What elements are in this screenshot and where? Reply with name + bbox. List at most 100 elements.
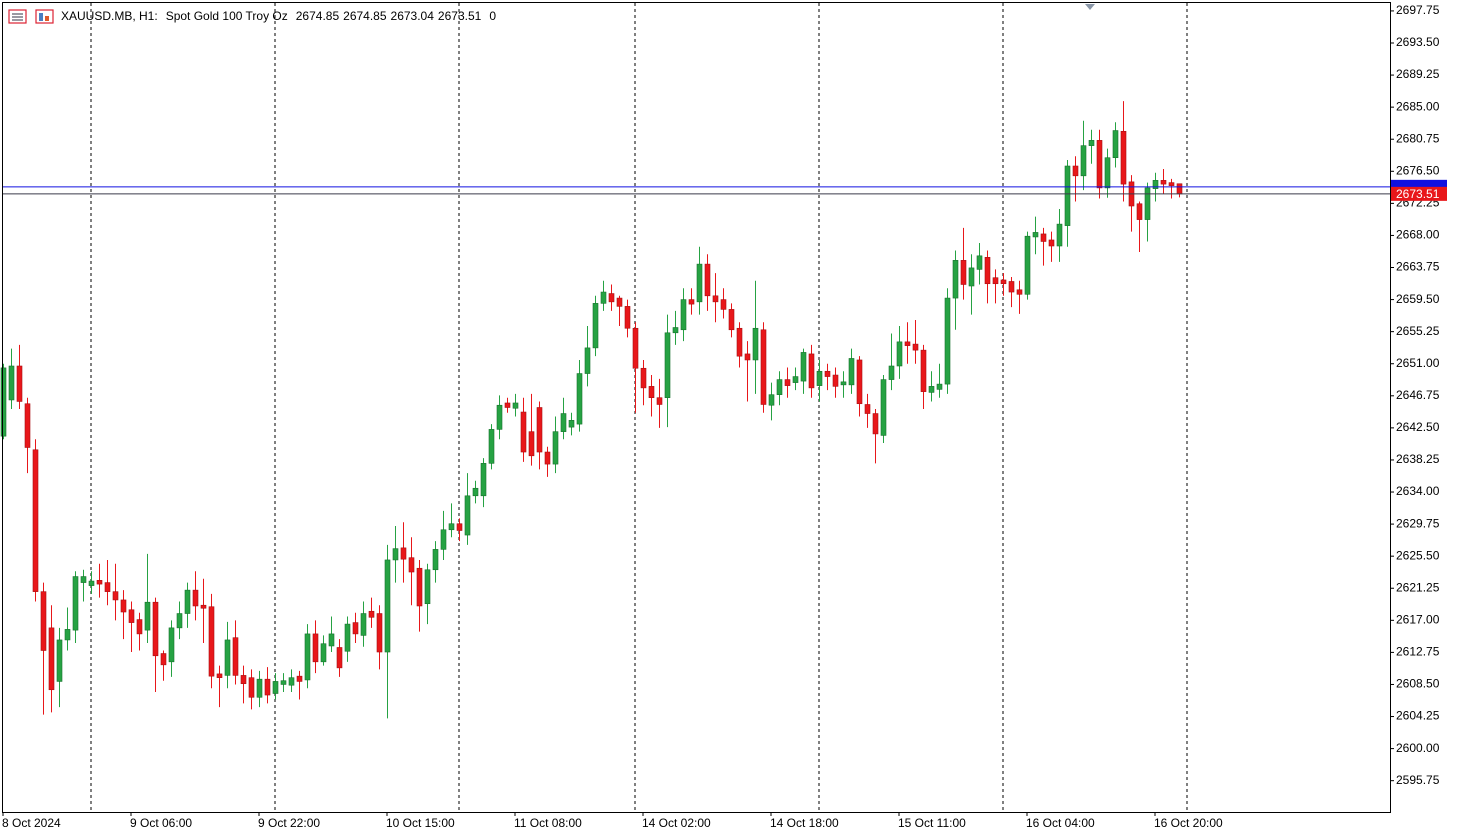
header-volume: 0 (489, 9, 496, 23)
candle-body (264, 678, 271, 696)
candle-body (816, 370, 823, 386)
candle-body (40, 591, 47, 651)
x-tick-label: 9 Oct 22:00 (258, 816, 320, 830)
candle-body (840, 381, 847, 386)
candle-body (544, 451, 551, 465)
candle-body (144, 601, 151, 631)
candle-body (440, 529, 447, 550)
plot-area (0, 101, 1183, 719)
candle-body (1080, 145, 1087, 177)
candle-body (784, 379, 791, 386)
candle-body (600, 291, 607, 304)
candle-body (8, 365, 15, 401)
candle-body (696, 263, 703, 303)
candle-body (1064, 165, 1071, 226)
candle-body (392, 548, 399, 561)
candle-body (576, 373, 583, 425)
candle-body (432, 549, 439, 571)
candle-body (464, 495, 471, 536)
candle-body (272, 681, 279, 694)
candle-body (936, 383, 943, 390)
candle-body (472, 487, 479, 497)
candle-body (616, 297, 623, 307)
candle-body (1016, 289, 1023, 295)
candle-body (1152, 180, 1159, 189)
candle-body (192, 589, 199, 607)
x-tick-label: 10 Oct 15:00 (386, 816, 455, 830)
candle-body (896, 341, 903, 367)
candle-body (32, 449, 39, 592)
candle-body (384, 559, 391, 653)
x-tick-label: 11 Oct 08:00 (514, 816, 582, 830)
x-tick-label: 14 Oct 18:00 (770, 816, 839, 830)
candle-body (800, 352, 807, 382)
candle-body (320, 643, 327, 663)
candle-body (688, 299, 695, 305)
candle-body (248, 677, 255, 698)
candle-body (976, 255, 983, 270)
candle-body (488, 429, 495, 464)
header-close: 2673.51 (438, 9, 482, 23)
candle-body (968, 267, 975, 287)
candle-body (984, 257, 991, 285)
candle-body (944, 297, 951, 385)
candle-body (632, 327, 639, 369)
candle-body (304, 633, 311, 681)
candle-body (736, 327, 743, 357)
x-tick-label: 16 Oct 04:00 (1026, 816, 1095, 830)
candle-body (1048, 239, 1055, 247)
candle-body (368, 610, 375, 618)
candle-body (128, 609, 135, 623)
candle-body (1176, 183, 1183, 195)
y-tick-label: 2642.50 (1396, 420, 1440, 434)
x-tick-label: 14 Oct 02:00 (642, 816, 711, 830)
candle-body (216, 673, 223, 678)
candle-body (952, 260, 959, 299)
y-tick-label: 2697.75 (1396, 3, 1440, 17)
candle-body (1072, 165, 1079, 177)
candle-body (912, 343, 919, 351)
candle-body (888, 365, 895, 380)
candle-body (592, 303, 599, 349)
y-tick-label: 2617.00 (1396, 612, 1440, 626)
candle-body (288, 677, 295, 686)
candle-body (400, 547, 407, 560)
symbol: XAUUSD.MB, H1: (61, 9, 158, 23)
x-tick-label: 16 Oct 20:00 (1154, 816, 1223, 830)
candle-body (424, 569, 431, 605)
candle-body (280, 680, 287, 685)
candle-body (1088, 140, 1095, 146)
period-separators (90, 3, 1188, 812)
candle-body (872, 413, 879, 435)
bid-label-box (1391, 186, 1447, 201)
candle-body (24, 403, 31, 448)
candle-body (1056, 223, 1063, 247)
candle-body (832, 374, 839, 387)
candle-body (640, 367, 647, 389)
candle-body (104, 582, 111, 592)
candle-body (928, 386, 935, 393)
candle-body (760, 329, 767, 405)
candle-body (768, 394, 775, 406)
candle-body (456, 523, 463, 531)
candle-body (480, 463, 487, 497)
candle-body (824, 370, 831, 377)
icon-bar (45, 16, 49, 21)
y-tick-label: 2655.25 (1396, 324, 1440, 338)
candle-body (712, 295, 719, 303)
y-tick-label: 2612.75 (1396, 645, 1440, 659)
candle-body (232, 637, 239, 676)
candle-body (184, 589, 191, 614)
candle-body (520, 411, 527, 453)
bid-label: 2673.51 (1396, 187, 1440, 201)
candle-body (328, 633, 335, 647)
chart-header: XAUUSD.MB, H1: Spot Gold 100 Troy Oz 2674.… (61, 9, 496, 23)
header-high: 2674.85 (343, 9, 387, 23)
icon-chart[interactable] (35, 9, 54, 24)
plot-frame (2, 2, 1391, 813)
candle-body (168, 627, 175, 663)
candle-body (1024, 235, 1031, 295)
candle-body (664, 332, 671, 398)
candle-body (48, 627, 55, 691)
